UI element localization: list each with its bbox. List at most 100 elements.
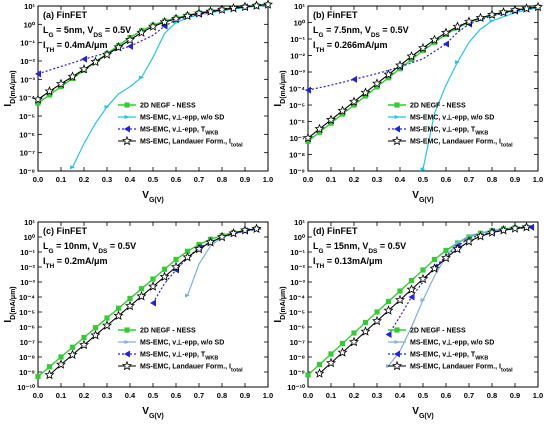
y-tick-label: 10⁻⁸ bbox=[19, 353, 35, 362]
x-tick-label: 0.9 bbox=[510, 391, 520, 400]
data-point bbox=[316, 361, 323, 368]
series-1 bbox=[420, 7, 539, 172]
data-point bbox=[510, 223, 520, 233]
data-point bbox=[475, 231, 486, 241]
y-tick-label: 10⁻² bbox=[20, 263, 35, 272]
data-point bbox=[150, 276, 156, 282]
data-point bbox=[443, 247, 449, 254]
data-point bbox=[148, 21, 158, 31]
series-3 bbox=[303, 1, 543, 143]
data-point bbox=[397, 288, 403, 294]
data-point bbox=[70, 165, 75, 170]
y-tick-label: 10⁻⁴ bbox=[19, 293, 35, 302]
chart-title: (c) FinFET bbox=[43, 226, 87, 236]
data-point bbox=[408, 57, 415, 63]
data-point bbox=[102, 49, 112, 59]
data-point bbox=[372, 78, 382, 88]
data-point bbox=[79, 339, 89, 350]
data-point bbox=[395, 60, 405, 70]
legend-marker bbox=[394, 102, 400, 108]
x-tick-label: 0.8 bbox=[487, 391, 497, 400]
legend-marker bbox=[394, 327, 400, 333]
data-point bbox=[113, 42, 124, 52]
data-point bbox=[35, 373, 41, 380]
y-tick-label: 10⁻⁶ bbox=[289, 118, 305, 127]
y-tick-label: 10⁰ bbox=[24, 20, 36, 29]
data-point bbox=[127, 295, 133, 302]
data-point bbox=[56, 359, 66, 369]
chart-title: (b) FinFET bbox=[313, 10, 358, 20]
legend-marker bbox=[124, 327, 130, 333]
data-point bbox=[406, 51, 417, 61]
data-point bbox=[148, 281, 158, 291]
legend-label: MS-EMC, v⊥-epp, w/o SD bbox=[140, 339, 224, 347]
legend-marker bbox=[124, 340, 130, 344]
data-point bbox=[159, 16, 170, 27]
x-tick-label: 0.1 bbox=[56, 175, 66, 184]
x-tick-label: 0.9 bbox=[240, 175, 250, 184]
data-point bbox=[385, 331, 392, 338]
x-tick-label: 0.8 bbox=[217, 175, 227, 184]
data-point bbox=[125, 300, 135, 311]
legend: 2D NEGF - NESS MS-EMC, v⊥-epp, w/o SD MS-E… bbox=[388, 102, 513, 149]
data-point bbox=[464, 16, 474, 26]
data-point bbox=[383, 69, 394, 79]
chart-title: (d) FinFET bbox=[313, 226, 358, 236]
legend: 2D NEGF - NESS MS-EMC, v⊥-epp, w/o SD MS-E… bbox=[118, 327, 243, 374]
data-point bbox=[171, 261, 181, 272]
legend-marker bbox=[124, 125, 130, 133]
data-point bbox=[305, 86, 311, 94]
data-point bbox=[441, 27, 451, 37]
y-tick-label: 10¹ bbox=[294, 218, 305, 227]
x-tick-label: 0.2 bbox=[79, 391, 89, 400]
data-point bbox=[90, 330, 101, 340]
legend-label: 2D NEGF - NESS bbox=[140, 103, 196, 110]
data-point bbox=[102, 320, 112, 330]
legend-marker bbox=[392, 135, 402, 146]
y-tick-label: 10⁻⁵ bbox=[289, 101, 305, 110]
data-point bbox=[443, 40, 449, 48]
data-point bbox=[58, 84, 64, 90]
x-tick-label: 0.8 bbox=[217, 391, 227, 400]
data-point bbox=[205, 237, 216, 247]
data-point bbox=[533, 1, 543, 12]
x-tick-label: 0.5 bbox=[148, 175, 158, 184]
x-tick-label: 0.4 bbox=[125, 391, 136, 400]
data-point bbox=[251, 0, 262, 10]
chart-annotation: ITH = 0.266mA/μm bbox=[313, 40, 387, 54]
x-tick-label: 0.0 bbox=[33, 175, 43, 184]
x-tick-label: 0.5 bbox=[148, 391, 158, 400]
data-point bbox=[326, 114, 336, 125]
y-tick-label: 10⁻⁴ bbox=[19, 94, 35, 103]
series-line bbox=[307, 6, 539, 91]
data-point bbox=[127, 42, 133, 50]
chart-annotation: LG = 15nm, VDS = 0.5V bbox=[313, 241, 406, 255]
y-tick-label: 10⁻² bbox=[20, 57, 35, 66]
data-point bbox=[487, 227, 497, 237]
chart-annotation: ITH = 0.4mA/μm bbox=[43, 40, 107, 54]
data-point bbox=[251, 223, 262, 233]
y-tick-label: 10⁰ bbox=[24, 233, 36, 242]
data-point bbox=[314, 123, 325, 134]
legend-label: MS-EMC, v⊥-epp, TWKB bbox=[410, 126, 488, 137]
y-tick-label: 10⁻² bbox=[290, 52, 305, 61]
series-3 bbox=[314, 222, 532, 378]
data-point bbox=[455, 241, 460, 245]
legend-marker bbox=[122, 360, 132, 371]
data-point bbox=[194, 8, 204, 18]
data-point bbox=[510, 4, 520, 15]
data-point bbox=[92, 325, 99, 331]
data-point bbox=[408, 293, 415, 301]
chart-annotation: LG = 7.5nm, VDS = 0.5V bbox=[313, 25, 409, 39]
data-point bbox=[184, 248, 191, 254]
data-point bbox=[362, 319, 369, 326]
legend-label: MS-EMC, v⊥-epp, w/o SD bbox=[140, 114, 224, 122]
y-tick-label: 10⁻⁷ bbox=[20, 149, 35, 158]
x-axis-label: VG(V) bbox=[412, 406, 433, 420]
data-point bbox=[90, 56, 101, 67]
data-point bbox=[362, 93, 369, 99]
y-tick-label: 10⁻³ bbox=[290, 278, 305, 287]
data-point bbox=[487, 9, 497, 19]
data-point bbox=[69, 344, 76, 350]
